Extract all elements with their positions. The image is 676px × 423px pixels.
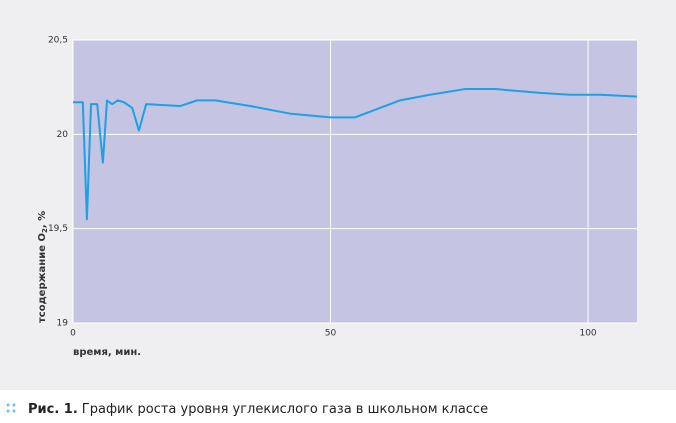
x-axis-label: время, мин. bbox=[73, 347, 141, 358]
y-tick-label: 19,5 bbox=[48, 224, 68, 234]
y-tick-label: 20,5 bbox=[48, 36, 68, 46]
y-label-part: тсодержание O bbox=[37, 233, 48, 323]
caption-icon bbox=[6, 403, 16, 413]
caption: Рис. 1. График роста уровня углекислого г… bbox=[28, 402, 488, 417]
x-tick-label: 0 bbox=[70, 329, 76, 339]
x-tick-label: 50 bbox=[325, 329, 337, 339]
caption-text: График роста уровня углекислого газа в ш… bbox=[82, 402, 488, 417]
y-label-part: , % bbox=[37, 211, 48, 228]
plot-area bbox=[73, 40, 637, 323]
line bbox=[73, 88, 638, 221]
y-tick-label: 20 bbox=[57, 130, 69, 140]
y-tick-label: 19 bbox=[57, 319, 69, 329]
caption-label: Рис. 1. bbox=[28, 402, 78, 417]
y-label-sub: 2 bbox=[41, 228, 49, 233]
x-tick-label: 100 bbox=[579, 329, 596, 339]
y-axis-label: тсодержание O2, % bbox=[37, 211, 49, 323]
